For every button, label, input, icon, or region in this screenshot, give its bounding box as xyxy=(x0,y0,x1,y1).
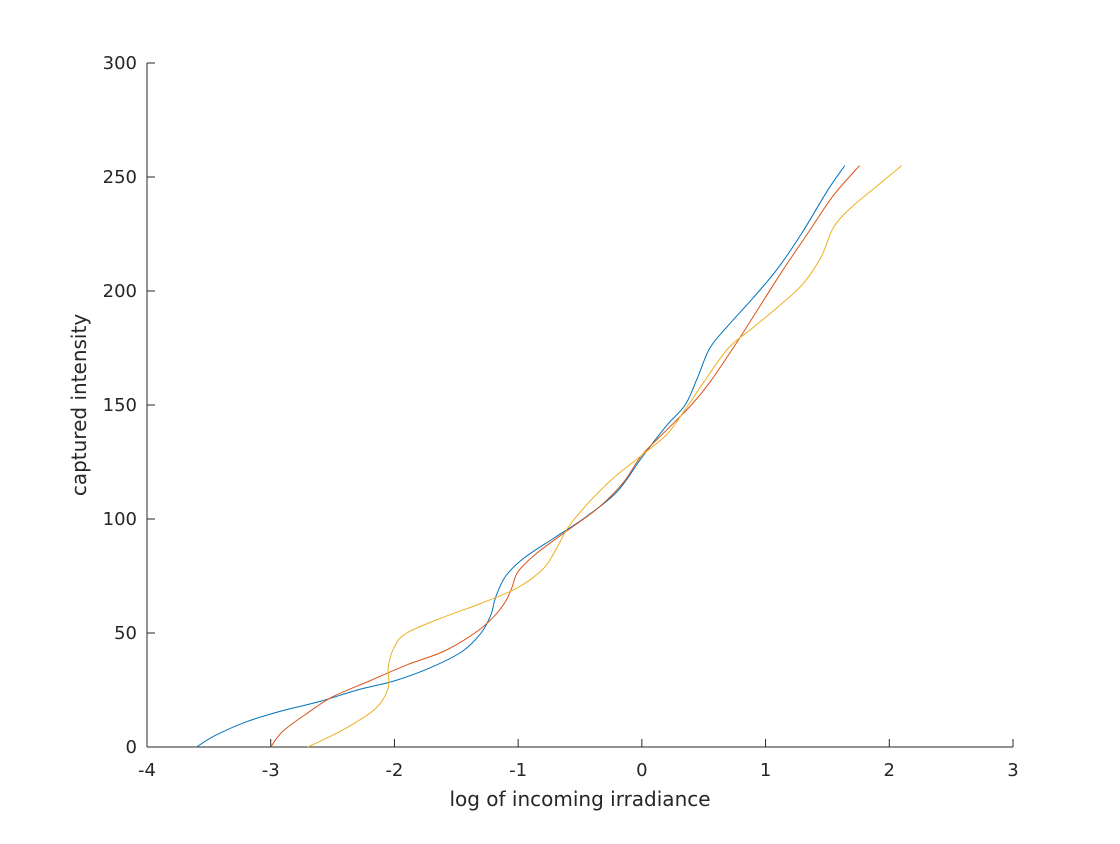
y-tick-label: 150 xyxy=(103,395,137,416)
x-axis-label: log of incoming irradiance xyxy=(449,787,710,811)
x-tick-label: -3 xyxy=(262,760,280,781)
y-tick-label: 250 xyxy=(103,167,137,188)
y-tick-label: 300 xyxy=(103,53,137,74)
x-tick-label: 0 xyxy=(636,760,647,781)
y-tick-label: 50 xyxy=(114,623,137,644)
axes xyxy=(146,62,1014,748)
series-line-3 xyxy=(307,165,902,748)
x-tick-label: -2 xyxy=(385,760,403,781)
x-tick-label: 2 xyxy=(884,760,895,781)
y-tick-label: 100 xyxy=(103,509,137,530)
tick-labels: -4 -3 -2 -1 0 1 2 3 0 50 100 150 200 250 300 xyxy=(103,53,1019,781)
x-tick-label: -1 xyxy=(509,760,527,781)
series-line-1 xyxy=(196,165,846,748)
series-lines xyxy=(196,165,902,748)
y-tick-label: 200 xyxy=(103,281,137,302)
x-tick-label: -4 xyxy=(138,760,156,781)
y-tick-label: 0 xyxy=(126,737,137,758)
x-tick-label: 1 xyxy=(760,760,771,781)
y-axis-label: captured intensity xyxy=(67,314,91,496)
series-line-2 xyxy=(270,165,860,748)
x-tick-label: 3 xyxy=(1007,760,1018,781)
